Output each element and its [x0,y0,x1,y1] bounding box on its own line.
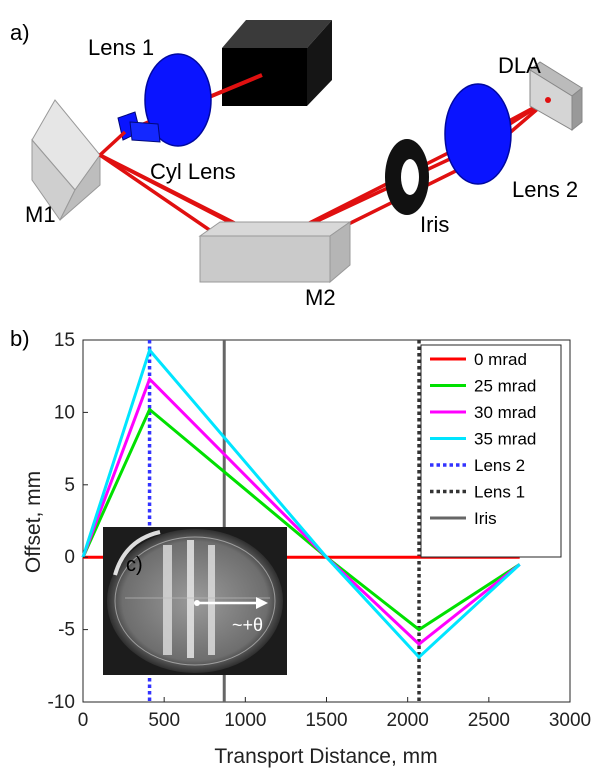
inset-arrow-label: ~+θ [232,615,263,635]
x-tick-label: 2500 [468,710,510,731]
series-line-35-mrad [81,347,521,660]
iris-label: Iris [420,212,449,237]
inset-label: c) [126,554,143,576]
m1-prism [31,99,101,221]
panel-a-label: a) [10,20,30,45]
legend: 0 mrad 25 mrad 30 mrad 35 mrad Lens 2 Lens 1 I… [420,344,562,558]
inset-beam-stripes [163,540,215,658]
lens-1-label: Lens 1 [88,35,154,60]
y-tick-label: 0 [64,547,75,568]
y-tick-label: -10 [48,692,75,713]
m2-label: M2 [305,285,336,310]
m2-mirror [198,221,352,284]
chart: b) 0 500 1000 1500 2000 2500 3000 -10 -5 0 5 10 15 O… [10,326,591,768]
x-tick-label: 500 [148,710,180,731]
legend-label-iris: Iris [474,509,497,528]
y-axis-title: Offset, mm [22,471,45,573]
optical-diagram: a) Lens 1 Cyl Lens M1 [10,20,583,310]
x-tick-label: 3000 [549,710,591,731]
legend-label-0-mrad: 0 mrad [474,350,527,369]
x-axis-title: Transport Distance, mm [214,745,437,768]
y-tick-label: 10 [54,402,75,423]
axis-ticks: 0 500 1000 1500 2000 2500 3000 -10 -5 0 5 10 15 [48,330,592,731]
cyl-lens-label: Cyl Lens [150,159,236,184]
inset-photo: c) ~+θ [103,527,287,675]
y-tick-label: 15 [54,330,75,351]
legend-box [420,344,562,558]
x-tick-label: 1000 [224,710,266,731]
legend-label-lens-1: Lens 1 [474,483,525,502]
laser-box [222,20,332,106]
legend-label-25-mrad: 25 mrad [474,377,536,396]
x-tick-label: 0 [78,710,89,731]
x-tick-label: 1500 [305,710,347,731]
legend-label-lens-2: Lens 2 [474,456,525,475]
dla-label: DLA [498,53,541,78]
panel-b-label: b) [10,326,30,351]
x-tick-label: 2000 [387,710,429,731]
iris-shape [385,139,429,215]
m1-label: M1 [25,202,56,227]
lens-2-shape [444,83,512,185]
lens-1-shape [144,53,212,147]
dla-shape [529,61,583,132]
y-tick-label: -5 [58,620,75,641]
inset-arrow [194,597,268,609]
y-tick-label: 5 [64,475,75,496]
legend-label-30-mrad: 30 mrad [474,403,536,422]
lens-2-label: Lens 2 [512,177,578,202]
legend-label-35-mrad: 35 mrad [474,430,536,449]
